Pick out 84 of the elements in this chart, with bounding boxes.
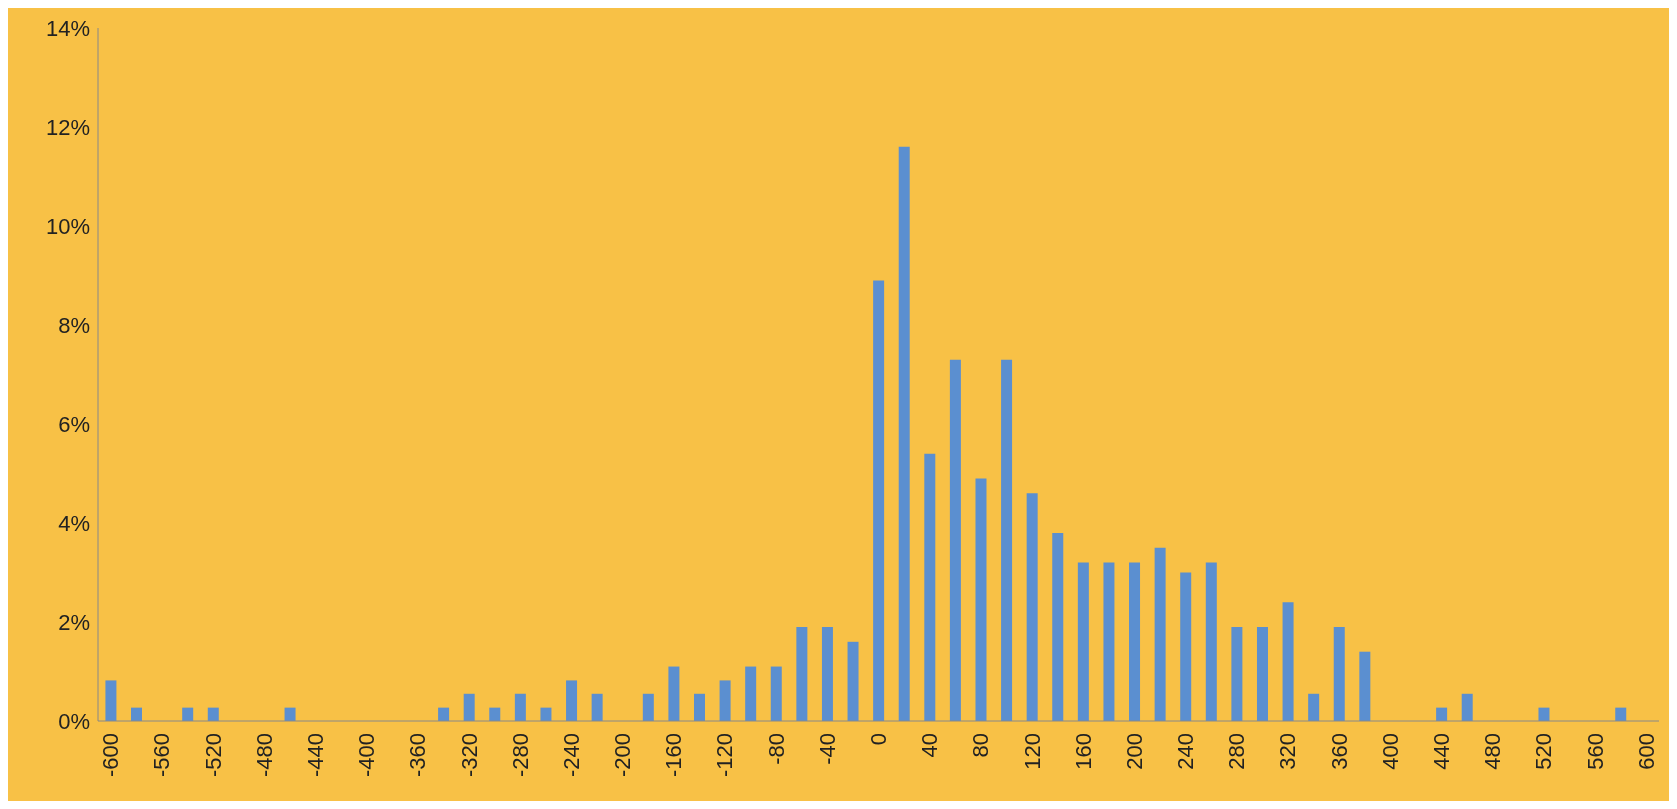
bar [1538, 707, 1550, 721]
y-tick-label: 14% [45, 15, 90, 41]
bar [514, 693, 526, 721]
bar [1359, 651, 1371, 721]
bar [873, 280, 885, 721]
bar [668, 666, 680, 721]
y-tick-label: 4% [58, 510, 90, 536]
bar [1026, 493, 1038, 721]
bar [207, 707, 219, 721]
x-tick-label: -520 [200, 733, 226, 778]
x-tick-label: -120 [712, 733, 738, 778]
x-tick-label: 600 [1633, 733, 1659, 770]
bar [796, 626, 808, 721]
bar [1282, 602, 1294, 721]
bar [1256, 626, 1268, 721]
y-tick-label: 10% [45, 213, 90, 239]
x-tick-label: 160 [1070, 733, 1096, 770]
bar [693, 693, 705, 721]
x-tick-label: -240 [558, 733, 584, 778]
y-tick-label: 0% [58, 708, 90, 734]
x-tick-label: -280 [507, 733, 533, 778]
x-tick-label: 240 [1173, 733, 1199, 770]
x-tick-label: -440 [303, 733, 329, 778]
x-tick-label: 520 [1531, 733, 1557, 770]
x-tick-label: -560 [149, 733, 175, 778]
bar [1103, 562, 1115, 721]
bar [1129, 562, 1141, 721]
bar [489, 707, 501, 721]
bar [847, 641, 859, 721]
x-tick-label: -40 [814, 733, 840, 765]
x-tick-label: 480 [1480, 733, 1506, 770]
x-tick-label: -200 [610, 733, 636, 778]
bar [1231, 626, 1243, 721]
bar [821, 626, 833, 721]
bar [1333, 626, 1345, 721]
bar [131, 707, 143, 721]
bar [1615, 707, 1627, 721]
x-tick-label: 400 [1377, 733, 1403, 770]
x-tick-label: 0 [866, 733, 891, 746]
bar [105, 680, 117, 721]
x-tick-label: -600 [98, 733, 124, 778]
bar [924, 453, 936, 721]
bar [1077, 562, 1089, 721]
x-tick-label: -160 [661, 733, 687, 778]
bar [975, 478, 987, 721]
bar [642, 693, 654, 721]
x-tick-label: 360 [1326, 733, 1352, 770]
bar [1205, 562, 1217, 721]
bar [898, 146, 910, 721]
y-tick-label: 2% [58, 609, 90, 635]
bar [1180, 572, 1192, 721]
x-tick-label: -480 [251, 733, 277, 778]
bar [438, 707, 450, 721]
x-tick-label: 80 [968, 733, 994, 758]
y-tick-label: 12% [45, 114, 90, 140]
bar [1436, 707, 1448, 721]
x-tick-label: 560 [1582, 733, 1608, 770]
x-tick-label: 200 [1121, 733, 1147, 770]
bar [1461, 693, 1473, 721]
x-tick-label: -360 [405, 733, 431, 778]
bar [1308, 693, 1320, 721]
bar [1001, 359, 1013, 721]
x-tick-label: -80 [763, 733, 789, 765]
bar [1154, 547, 1166, 721]
bar [719, 680, 731, 721]
x-tick-label: 120 [1019, 733, 1045, 770]
bar [463, 693, 475, 721]
bar [745, 666, 757, 721]
bar [566, 680, 578, 721]
bar [949, 359, 961, 721]
y-tick-label: 8% [58, 312, 90, 338]
bar [284, 707, 296, 721]
x-tick-label: -400 [354, 733, 380, 778]
x-tick-label: 280 [1224, 733, 1250, 770]
bar [182, 707, 194, 721]
x-tick-label: 440 [1428, 733, 1454, 770]
bar [591, 693, 603, 721]
bar [770, 666, 782, 721]
x-tick-label: 40 [917, 733, 943, 758]
bar [540, 707, 552, 721]
y-tick-label: 6% [58, 411, 90, 437]
x-tick-label: 320 [1275, 733, 1301, 770]
bar [1052, 532, 1064, 721]
x-tick-label: -320 [456, 733, 482, 778]
